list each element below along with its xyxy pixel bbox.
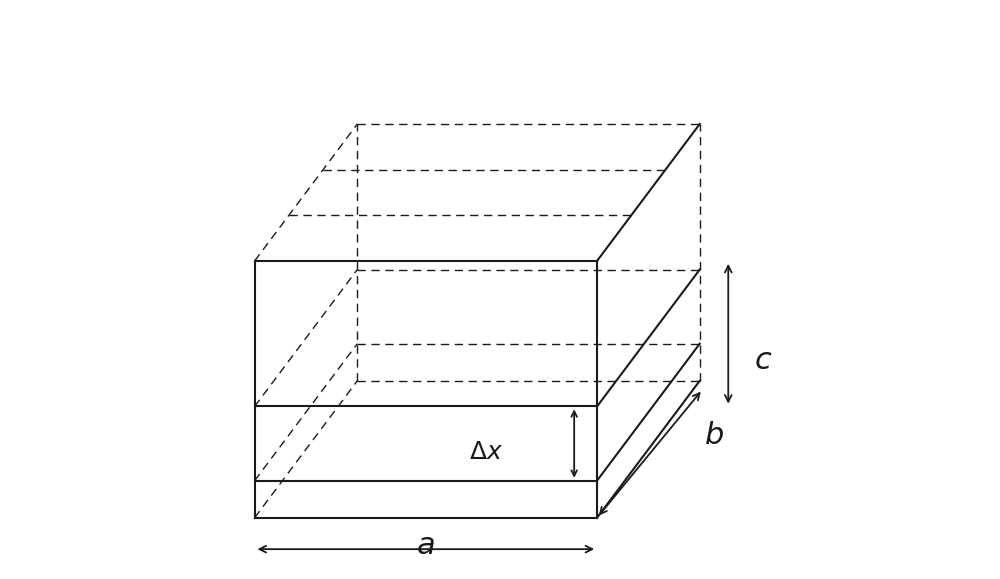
Text: $\Delta x$: $\Delta x$	[469, 441, 503, 464]
Text: $c$: $c$	[754, 345, 772, 376]
Text: $b$: $b$	[704, 420, 724, 450]
Text: $a$: $a$	[416, 530, 435, 560]
